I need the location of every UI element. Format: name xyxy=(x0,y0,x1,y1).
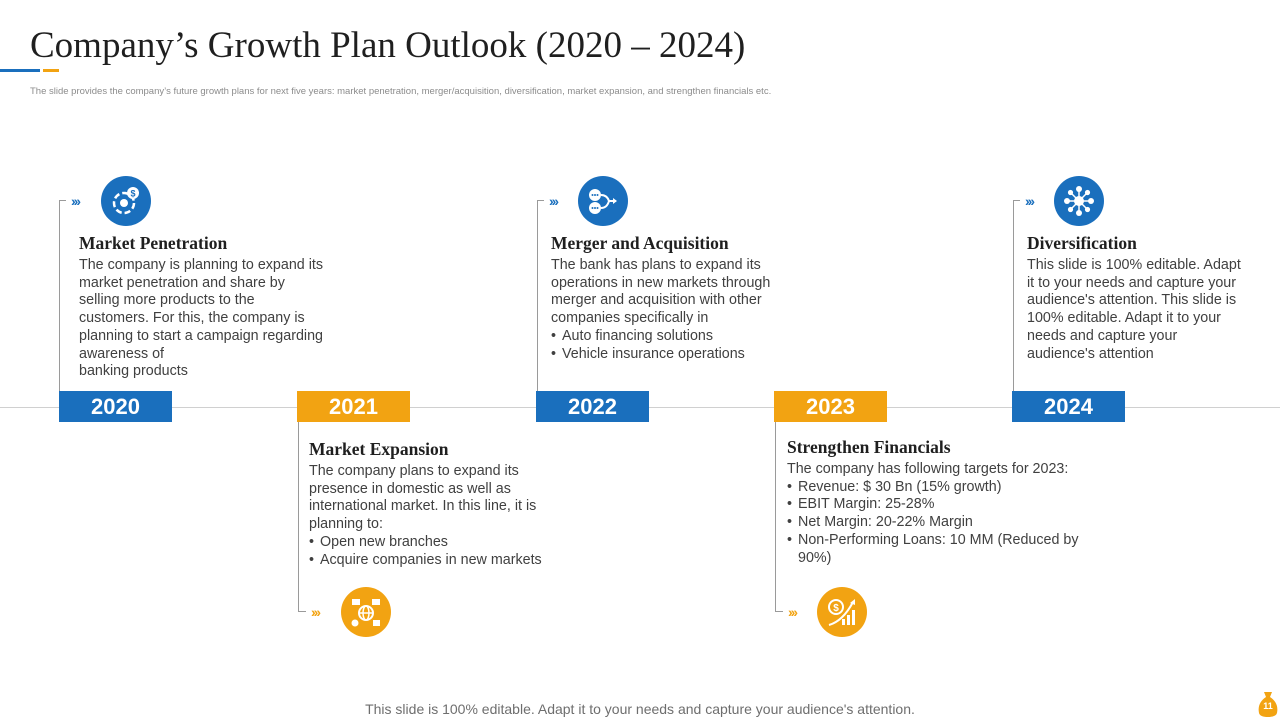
body-line: operations in new markets through xyxy=(551,274,771,291)
body-line: it to your needs and capture your xyxy=(1027,274,1237,291)
connector-2023-tick xyxy=(775,611,783,612)
body-line: The company is planning to expand its xyxy=(79,257,323,273)
list-item: Vehicle insurance operations xyxy=(551,346,801,364)
list-item: Auto financing solutions xyxy=(551,328,801,346)
body-line: international market. In this line, it i… xyxy=(309,498,537,515)
list-item: Revenue: $ 30 Bn (15% growth) xyxy=(787,479,1097,497)
card-market-expansion: Market Expansion The company plans to ex… xyxy=(309,439,569,569)
connector-2022 xyxy=(537,200,538,391)
connector-2021-tick xyxy=(298,611,306,612)
body-line: The company plans to expand its xyxy=(309,463,519,479)
connector-2023 xyxy=(775,422,776,612)
bullet-list: Auto financing solutions Vehicle insuran… xyxy=(551,328,801,363)
diversification-hub-icon xyxy=(1054,176,1104,226)
body-line: audience's attention xyxy=(1027,345,1154,362)
card-merger-acquisition: Merger and Acquisition The bank has plan… xyxy=(551,233,801,363)
body-line: companies specifically in xyxy=(551,310,709,327)
page-title: Company’s Growth Plan Outlook (2020 – 20… xyxy=(30,25,746,66)
list-item: Net Margin: 20-22% Margin xyxy=(787,514,1097,532)
year-2024: 2024 xyxy=(1012,391,1125,422)
year-2020: 2020 xyxy=(59,391,172,422)
list-item: Open new branches xyxy=(309,534,569,552)
connector-2020 xyxy=(59,200,60,391)
money-cycle-icon: $ xyxy=(101,176,151,226)
list-item: Acquire companies in new markets xyxy=(309,552,569,570)
card-title: Strengthen Financials xyxy=(787,437,951,457)
svg-text:$: $ xyxy=(833,603,839,614)
bullet-list: Open new branches Acquire companies in n… xyxy=(309,534,569,569)
slide-subtitle: The slide provides the company’s future … xyxy=(30,86,772,97)
card-diversification: Diversification This slide is 100% edita… xyxy=(1027,233,1272,363)
connector-2024-tick xyxy=(1013,200,1020,201)
chevrons-2023-icon: ››› xyxy=(788,604,798,620)
svg-text:$: $ xyxy=(130,189,135,199)
connector-2020-tick xyxy=(59,200,66,201)
year-2023: 2023 xyxy=(774,391,887,422)
global-network-icon xyxy=(341,587,391,637)
card-body: The company is planning to expand its ma… xyxy=(79,257,349,381)
page-number: 11 xyxy=(1263,701,1273,711)
money-bag-icon xyxy=(1258,692,1278,717)
card-title: Market Penetration xyxy=(79,233,228,253)
list-item: Non-Performing Loans: 10 MM (Reduced by … xyxy=(787,532,1097,567)
connector-2024 xyxy=(1013,200,1014,391)
year-2021: 2021 xyxy=(297,391,410,422)
card-strengthen-financials: Strengthen Financials The company has fo… xyxy=(787,437,1097,567)
card-title: Merger and Acquisition xyxy=(551,233,729,253)
card-body: The company plans to expand its presence… xyxy=(309,463,569,534)
title-accent-blue xyxy=(0,69,40,72)
body-line: banking products xyxy=(79,363,188,380)
card-body: This slide is 100% editable. Adapt it to… xyxy=(1027,257,1272,363)
chevrons-2022-icon: ››› xyxy=(549,193,559,209)
chevrons-2021-icon: ››› xyxy=(311,604,321,620)
body-line: customers. For this, the company is xyxy=(79,310,305,327)
card-body: The company has following targets for 20… xyxy=(787,461,1097,479)
body-line: awareness of xyxy=(79,345,165,362)
body-line: needs and capture your xyxy=(1027,327,1178,344)
slide-footer: This slide is 100% editable. Adapt it to… xyxy=(365,701,915,717)
body-line: presence in domestic as well as xyxy=(309,480,511,497)
body-line: audience's attention. This slide is xyxy=(1027,292,1237,309)
title-accent-orange xyxy=(43,69,59,72)
card-market-penetration: Market Penetration The company is planni… xyxy=(79,233,349,381)
body-line: planning to: xyxy=(309,516,383,533)
card-body: The bank has plans to expand its operati… xyxy=(551,257,801,328)
bullet-list: Revenue: $ 30 Bn (15% growth) EBIT Margi… xyxy=(787,479,1097,568)
list-item: EBIT Margin: 25-28% xyxy=(787,496,1097,514)
body-line: planning to start a campaign regarding xyxy=(79,327,323,344)
connector-2022-tick xyxy=(537,200,544,201)
body-line: market penetration and share by xyxy=(79,274,285,291)
connector-2021 xyxy=(298,422,299,612)
body-line: This slide is 100% editable. Adapt xyxy=(1027,257,1241,273)
body-line: The bank has plans to expand its xyxy=(551,257,761,273)
card-title: Diversification xyxy=(1027,233,1137,253)
card-title: Market Expansion xyxy=(309,439,449,459)
year-2022: 2022 xyxy=(536,391,649,422)
body-line: The company has following targets for 20… xyxy=(787,461,1069,477)
body-line: selling more products to the xyxy=(79,292,255,309)
chevrons-2020-icon: ››› xyxy=(71,193,81,209)
body-line: 100% editable. Adapt it to your xyxy=(1027,310,1221,327)
growth-chart-icon: $ xyxy=(817,587,867,637)
chevrons-2024-icon: ››› xyxy=(1025,193,1035,209)
merger-flow-icon xyxy=(578,176,628,226)
body-line: merger and acquisition with other xyxy=(551,292,762,309)
